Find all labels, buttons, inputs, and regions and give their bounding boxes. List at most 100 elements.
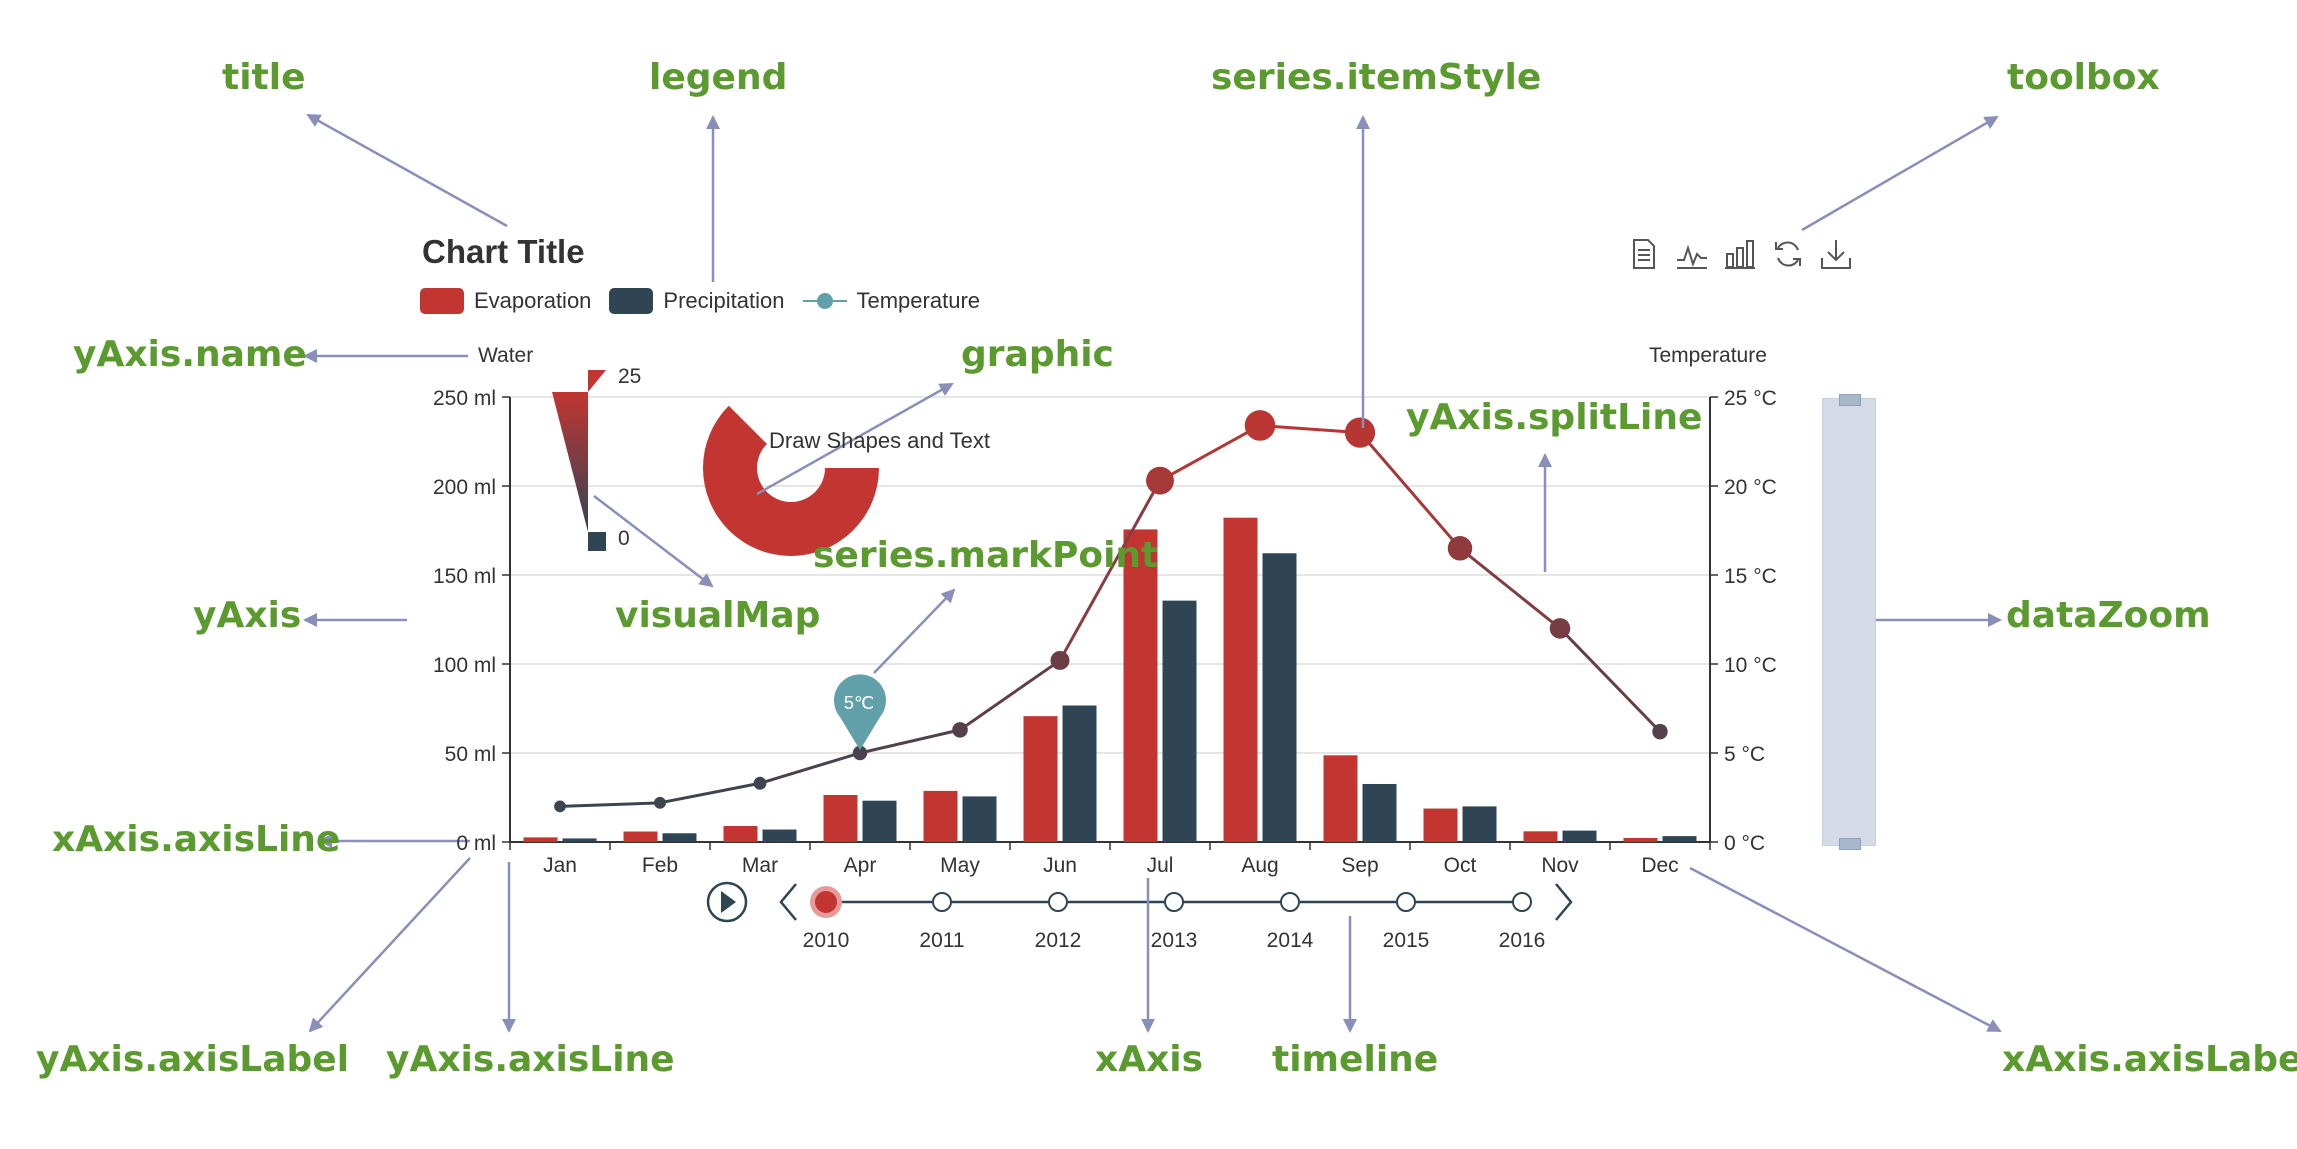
y-axis-left-label: 150 ml: [433, 565, 496, 588]
temperature-line-segment: [1259, 423, 1361, 435]
toolbox: [1626, 236, 1854, 272]
y-axis-left-label: 250 ml: [433, 387, 496, 410]
save-image-icon[interactable]: [1818, 236, 1854, 272]
legend-label-temperature: Temperature: [856, 288, 981, 313]
y-axis-right-label: 10 °C: [1724, 654, 1777, 677]
data-zoom-handle-bottom[interactable]: [1839, 838, 1861, 850]
x-axis-label: Dec: [1641, 854, 1678, 877]
temperature-point: [1050, 650, 1070, 670]
timeline-node: [1280, 892, 1300, 912]
arrow-toolbox: [1801, 115, 1999, 232]
bar-precipitation: [1062, 705, 1097, 842]
annotation-xAxisLabel: xAxis.axisLabel: [2002, 1039, 2297, 1080]
x-axis-label: Jun: [1043, 854, 1077, 877]
legend-swatch-evaporation: [420, 288, 464, 314]
temperature-line-segment: [1358, 431, 1462, 550]
x-axis-label: Sep: [1341, 854, 1378, 877]
temperature-point: [554, 800, 566, 813]
bar-evaporation: [1023, 716, 1058, 842]
visual-map[interactable]: [552, 370, 606, 551]
graphic-text: Draw Shapes and Text: [769, 428, 990, 453]
bar-evaporation: [523, 837, 558, 842]
temperature-line-segment: [1558, 627, 1662, 733]
timeline-node: [1512, 892, 1532, 912]
temperature-point: [1344, 417, 1376, 448]
arrow-yAxisLabel: [308, 857, 471, 1033]
temperature-line-segment: [959, 659, 1061, 732]
x-axis-label: May: [940, 854, 980, 877]
data-view-icon[interactable]: [1626, 236, 1662, 272]
visual-map-bar: [552, 392, 588, 532]
timeline-current-node: [815, 891, 837, 913]
graphic-half-ring: [703, 468, 879, 556]
legend-item-precipitation[interactable]: Precipitation: [609, 288, 785, 314]
y-axis-left-label: 0 ml: [456, 832, 496, 855]
bar-evaporation: [723, 825, 758, 842]
temperature-point: [1146, 466, 1174, 495]
temperature-line-segment: [1058, 479, 1162, 662]
legend-swatch-precipitation: [609, 288, 654, 314]
temperature-line-segment: [1159, 424, 1261, 482]
timeline-year-label: 2012: [1035, 929, 1082, 952]
arrow-visualMap: [593, 495, 714, 588]
timeline[interactable]: 2010 2011 2012 2013 2014 2015 2016: [706, 881, 1573, 952]
mark-point-pin: [834, 674, 886, 750]
y-axis-left-label: 100 ml: [433, 654, 496, 677]
bar-precipitation: [1262, 553, 1297, 842]
timeline-year-label: 2010: [803, 929, 850, 952]
y-axis-right-label: 25 °C: [1724, 387, 1777, 410]
timeline-play-icon: [721, 891, 736, 913]
temperature-point: [1244, 410, 1276, 441]
bar-chart-icon[interactable]: [1722, 236, 1758, 272]
axes: [502, 396, 1718, 850]
timeline-next-icon: [1555, 883, 1573, 921]
graphic-shape: [703, 405, 879, 556]
bar-precipitation: [1462, 806, 1497, 842]
temperature-point: [852, 745, 868, 761]
annotation-markPoint: series.markPoint: [813, 535, 1159, 576]
timeline-node: [1048, 892, 1068, 912]
y-axis-left-label: 200 ml: [433, 476, 496, 499]
temperature-point: [654, 796, 666, 809]
temperature-line-segment: [859, 728, 961, 755]
temperature-line-segment: [1459, 547, 1561, 630]
mark-point: [834, 674, 886, 750]
temperature-point: [1447, 536, 1473, 561]
annotation-timeline: timeline: [1272, 1039, 1439, 1080]
bar-precipitation: [762, 829, 797, 842]
annotation-title: title: [222, 57, 306, 98]
bar-precipitation: [1662, 836, 1697, 842]
legend-item-evaporation[interactable]: Evaporation: [420, 288, 591, 314]
legend-swatch-temperature: [802, 288, 847, 314]
data-zoom-handle-top[interactable]: [1839, 394, 1861, 406]
bar-precipitation: [1162, 600, 1197, 842]
annotation-yAxisName: yAxis.name: [73, 334, 307, 375]
line-chart-icon[interactable]: [1674, 236, 1710, 272]
annotation-itemStyle: series.itemStyle: [1211, 57, 1542, 98]
data-zoom-slider[interactable]: [1822, 394, 1876, 850]
y-axis-left-label: 50 ml: [445, 743, 496, 766]
bar-evaporation: [1223, 517, 1258, 842]
y-axis-right-name: Temperature: [1649, 344, 1767, 367]
axis-labels: 0 ml 0 °C 50 ml 5 °C 100 ml 10 °C 150 ml 15 °C 2…: [433, 387, 1777, 877]
temperature-line-segment: [659, 781, 761, 805]
visual-map-cut: [588, 370, 606, 392]
annotation-splitLine: yAxis.splitLine: [1406, 397, 1703, 438]
y-axis-right-label: 15 °C: [1724, 565, 1777, 588]
annotation-graphic: graphic: [961, 334, 1114, 375]
legend: Evaporation Precipitation Temperature: [420, 288, 980, 314]
line-series: [554, 410, 1668, 813]
bar-series: [523, 517, 1697, 842]
bar-precipitation: [1362, 783, 1397, 842]
restore-icon[interactable]: [1770, 236, 1806, 272]
annotation-yAxisLabel: yAxis.axisLabel: [36, 1039, 350, 1080]
legend-item-temperature[interactable]: Temperature: [802, 288, 981, 314]
bar-precipitation: [1562, 830, 1597, 842]
graphic-wedge: [703, 405, 767, 468]
arrow-markPoint: [873, 588, 956, 674]
temperature-point: [1549, 618, 1571, 639]
x-axis-label: Apr: [844, 854, 877, 877]
arrow-graphic: [756, 382, 954, 496]
temperature-line-segment: [759, 751, 861, 785]
